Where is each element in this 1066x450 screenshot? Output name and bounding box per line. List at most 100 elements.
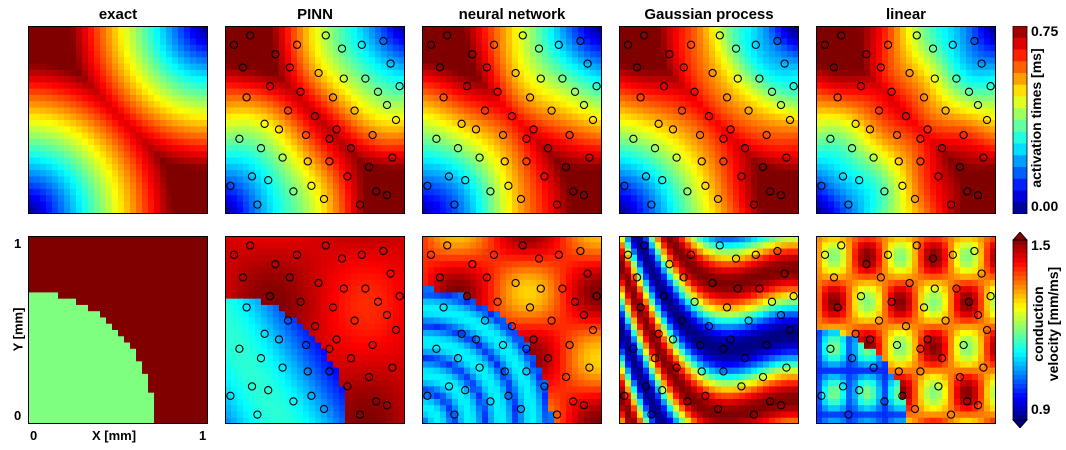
heatmap-cell <box>387 113 394 121</box>
heatmap-cell <box>828 38 835 46</box>
heatmap-cell <box>918 151 925 159</box>
heatmap-cell <box>464 88 471 96</box>
heatmap-cell <box>64 63 71 71</box>
heatmap-cell <box>542 32 549 40</box>
heatmap-cell <box>530 76 537 83</box>
heatmap-cell <box>28 348 35 356</box>
heatmap-cell <box>100 138 107 146</box>
heatmap-cell <box>894 113 901 121</box>
heatmap-cell <box>918 182 925 190</box>
heatmap-cell <box>494 157 501 165</box>
heatmap-cell <box>369 26 376 33</box>
heatmap-cell <box>345 94 352 102</box>
heatmap-cell <box>297 101 304 109</box>
heatmap-cell <box>512 126 519 134</box>
heatmap-cell <box>751 57 758 65</box>
heatmap-cell <box>184 69 191 77</box>
heatmap-cell <box>500 76 507 83</box>
heatmap-cell <box>237 195 244 203</box>
heatmap-cell <box>572 170 579 177</box>
heatmap-cell <box>106 188 113 196</box>
heatmap-cell <box>52 267 59 275</box>
heatmap-cell <box>924 126 931 134</box>
heatmap-cell <box>679 120 686 127</box>
heatmap-cell <box>231 145 238 152</box>
heatmap-cell <box>381 51 388 58</box>
heatmap-cell <box>351 151 358 159</box>
heatmap-cell <box>566 44 573 52</box>
heatmap-cell <box>488 51 495 58</box>
heatmap-cell <box>52 170 59 177</box>
heatmap-cell <box>822 170 829 177</box>
heatmap-cell <box>94 176 101 184</box>
heatmap-cell <box>984 195 991 203</box>
heatmap-cell <box>249 76 256 83</box>
heatmap-cell <box>178 138 185 146</box>
heatmap-cell <box>52 182 59 190</box>
heatmap-cell <box>351 26 358 33</box>
heatmap-cell <box>452 88 459 96</box>
heatmap-cell <box>816 145 823 152</box>
heatmap-cell <box>202 201 208 209</box>
heatmap-cell <box>291 188 298 196</box>
heatmap-cell <box>578 132 585 140</box>
heatmap-cell <box>112 170 119 177</box>
heatmap-cell <box>816 51 823 58</box>
heatmap-cell <box>506 69 513 77</box>
heatmap-cell <box>64 367 71 375</box>
heatmap-cell <box>351 113 358 121</box>
heatmap-cell <box>685 26 692 33</box>
heatmap-cell <box>28 138 35 146</box>
heatmap-cell <box>178 170 185 177</box>
heatmap-cell <box>631 163 638 171</box>
heatmap-cell <box>112 107 119 115</box>
heatmap-cell <box>345 182 352 190</box>
heatmap-cell <box>273 188 280 196</box>
heatmap-cell <box>727 82 734 90</box>
heatmap-cell <box>840 145 847 152</box>
heatmap-cell <box>769 69 776 77</box>
heatmap-cell <box>512 151 519 159</box>
heatmap-cell <box>560 182 567 190</box>
heatmap-cell <box>279 170 286 177</box>
heatmap-cell <box>960 57 967 65</box>
sample-point <box>910 194 920 204</box>
heatmap-cell <box>184 32 191 40</box>
heatmap-cell <box>387 126 394 134</box>
heatmap-cell <box>512 94 519 102</box>
heatmap-cell <box>190 57 197 65</box>
heatmap-cell <box>381 182 388 190</box>
heatmap-cell <box>375 76 382 83</box>
heatmap-cell <box>775 195 782 203</box>
heatmap-cell <box>76 261 83 268</box>
heatmap-cell <box>673 57 680 65</box>
heatmap-cell <box>590 170 597 177</box>
heatmap-cell <box>816 151 823 159</box>
heatmap-cell <box>924 26 931 33</box>
heatmap-cell <box>106 151 113 159</box>
heatmap-cell <box>458 57 465 65</box>
heatmap-cell <box>822 113 829 121</box>
heatmap-cell <box>542 138 549 146</box>
heatmap-cell <box>291 57 298 65</box>
heatmap-cell <box>542 107 549 115</box>
heatmap-cell <box>745 82 752 90</box>
heatmap-cell <box>918 38 925 46</box>
sample-point <box>256 144 266 153</box>
heatmap-cell <box>387 57 394 65</box>
heatmap-cell <box>154 145 161 152</box>
heatmap-cell <box>960 38 967 46</box>
heatmap-cell <box>452 57 459 65</box>
heatmap-cell <box>536 201 543 209</box>
heatmap-cell <box>667 76 674 83</box>
heatmap-cell <box>237 44 244 52</box>
heatmap-cell <box>309 107 316 115</box>
heatmap-cell <box>679 63 686 71</box>
heatmap-cell <box>375 207 382 214</box>
heatmap-cell <box>315 138 322 146</box>
heatmap-cell <box>966 195 973 203</box>
heatmap-cell <box>136 176 143 184</box>
heatmap-cell <box>512 88 519 96</box>
heatmap-cell <box>58 279 65 287</box>
heatmap-cell <box>64 286 71 293</box>
